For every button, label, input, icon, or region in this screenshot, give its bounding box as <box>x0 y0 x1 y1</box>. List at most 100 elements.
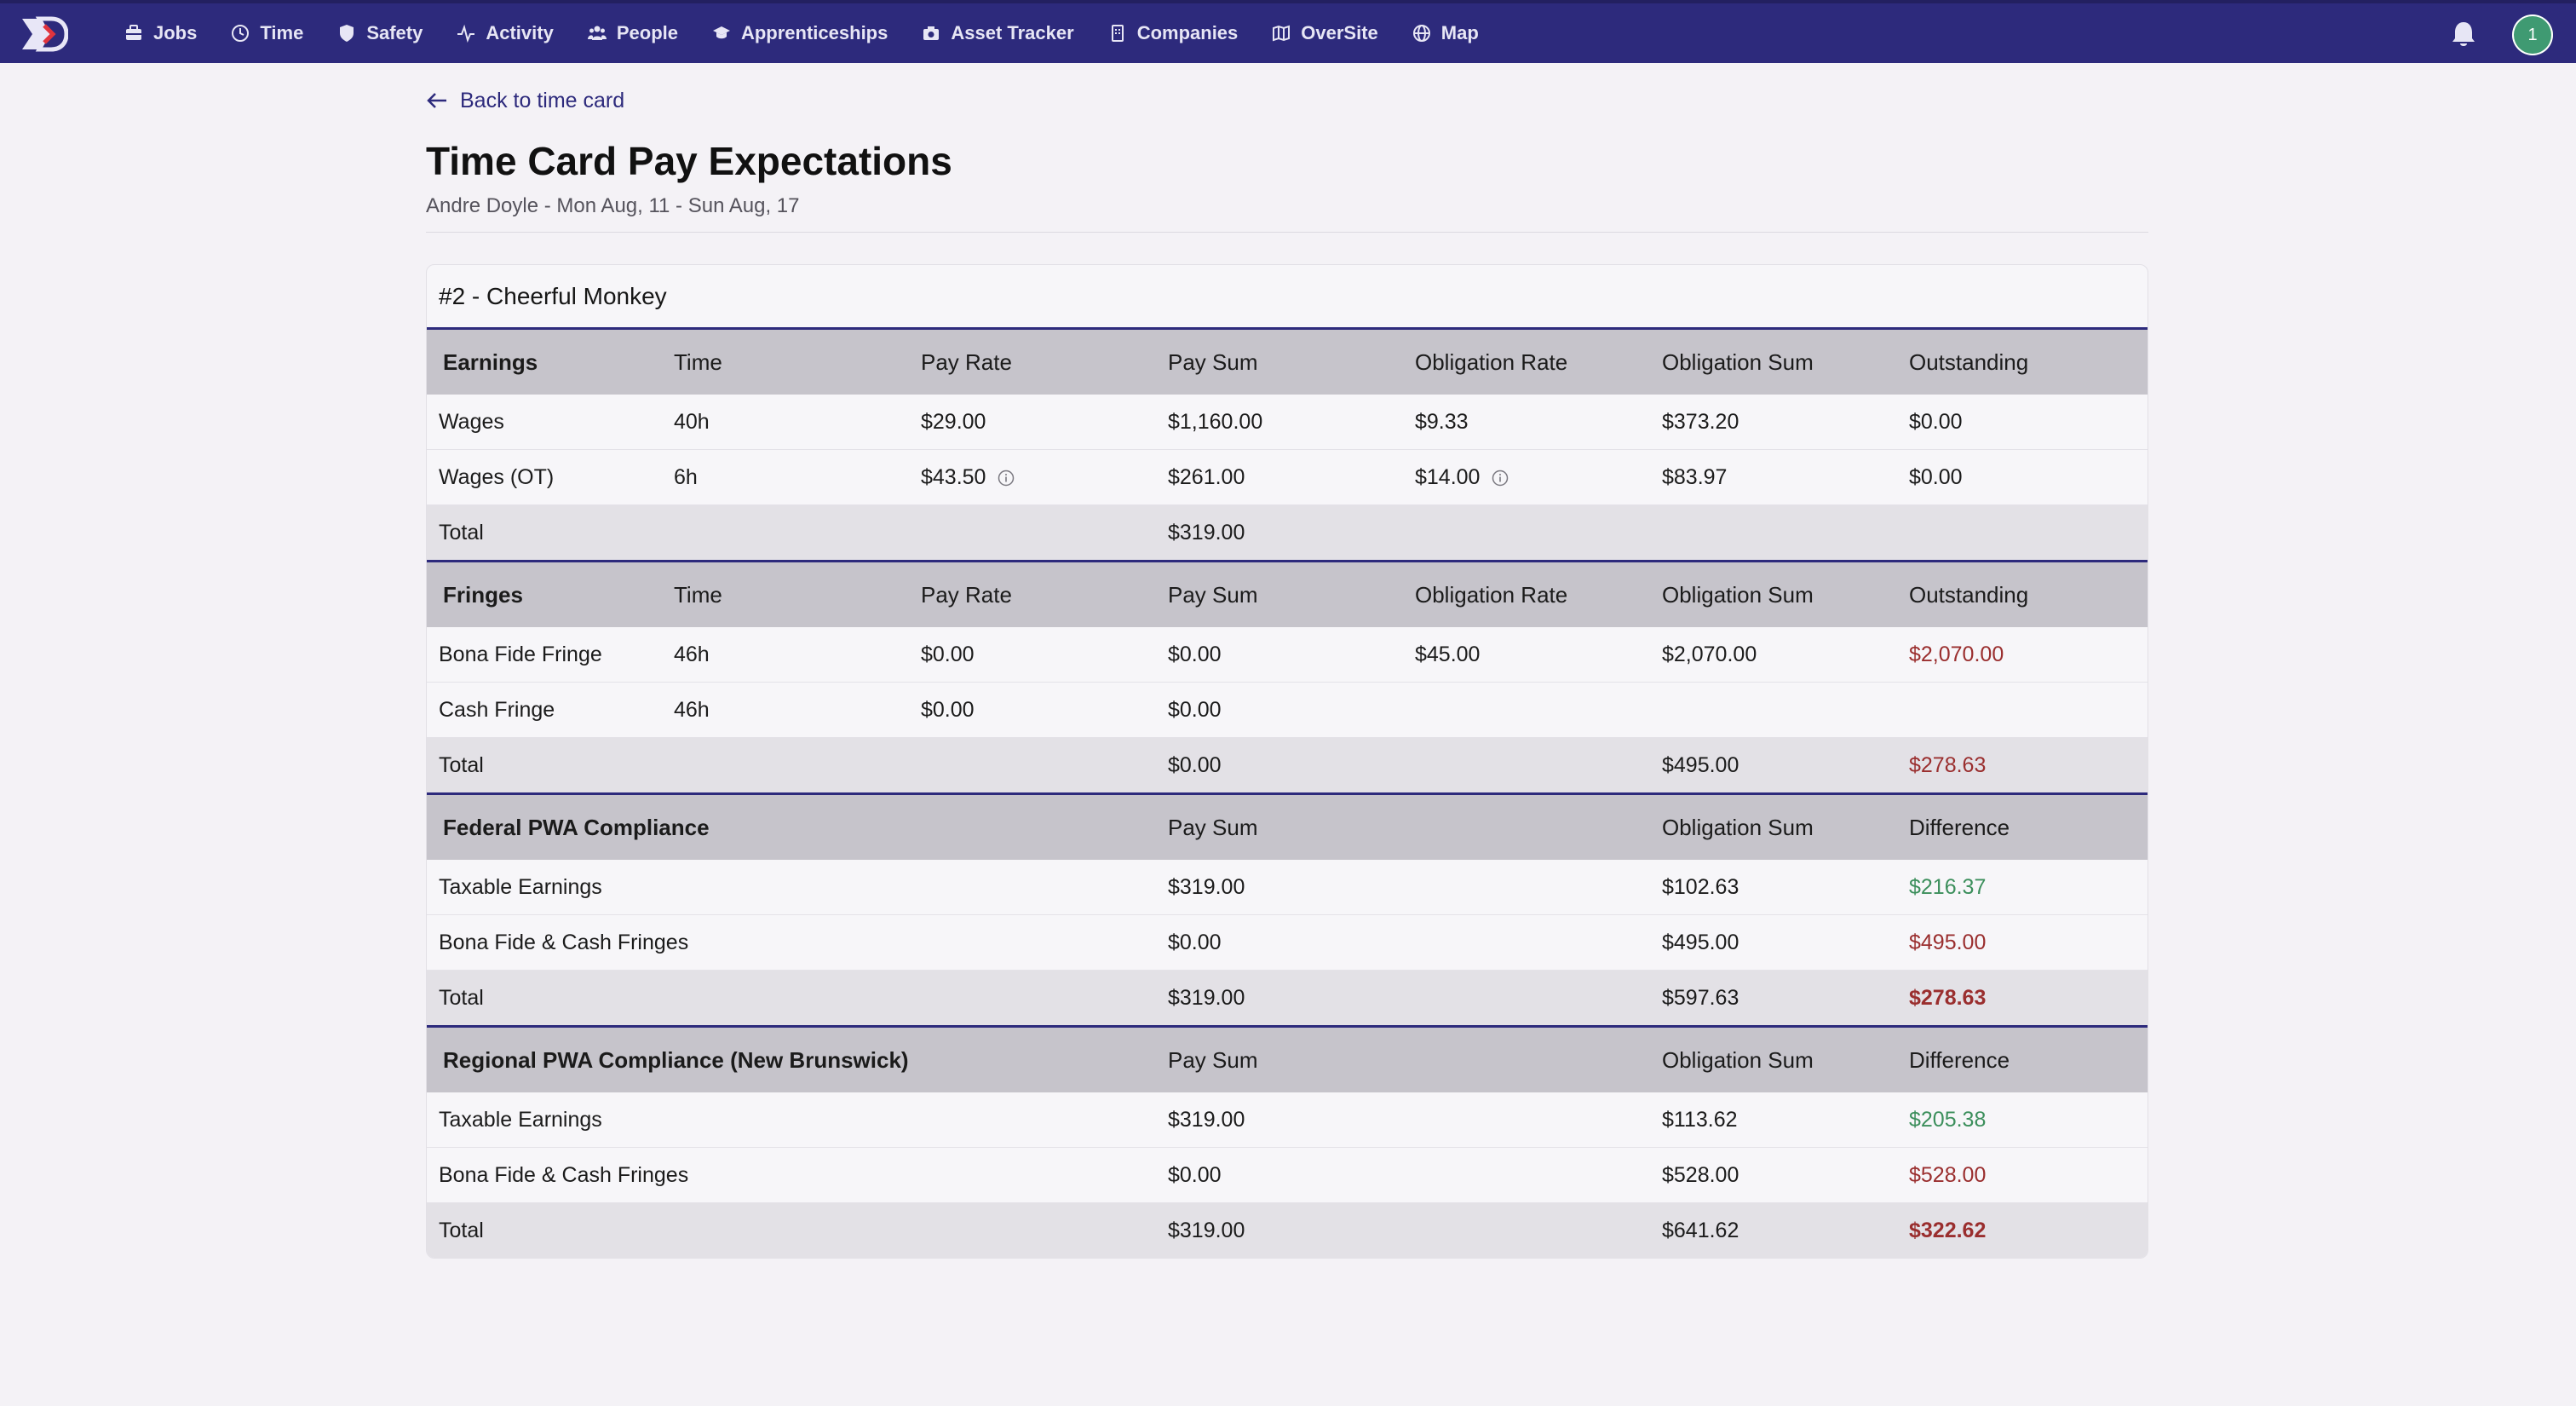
section-title: Fringes <box>427 560 662 627</box>
building-icon <box>1111 25 1124 42</box>
section-title: Federal PWA Compliance <box>427 792 1156 860</box>
table-row: Taxable Earnings $319.00 $102.63 $216.37 <box>427 860 2148 915</box>
cell: $14.00 <box>1403 449 1650 505</box>
top-navigation-bar: Jobs Time Safety Activity People Apprent… <box>0 0 2576 63</box>
total-obligation-sum: $597.63 <box>1650 970 1897 1027</box>
column-header: Outstanding <box>1897 327 2148 395</box>
pay-expectations-card: #2 - Cheerful Monkey Earnings Time Pay R… <box>426 264 2148 1259</box>
total-label: Total <box>427 1202 1156 1258</box>
nav-item-label: Apprenticeships <box>740 22 888 43</box>
nav-item-label: Safety <box>366 22 423 43</box>
people-icon <box>587 26 607 40</box>
earnings-total-row: Total $319.00 <box>427 504 2148 562</box>
cell: $0.00 <box>1156 627 1403 683</box>
info-icon[interactable] <box>1492 470 1509 487</box>
cell: $373.20 <box>1650 395 1897 450</box>
cell: $83.97 <box>1650 449 1897 505</box>
nav-item-label: Time <box>260 22 304 43</box>
column-header: Outstanding <box>1897 560 2148 627</box>
cell: Cash Fringe <box>427 682 662 738</box>
total-obligation-sum: $495.00 <box>1650 737 1897 794</box>
nav-item-asset-tracker[interactable]: Asset Tracker <box>905 3 1090 63</box>
back-to-time-card-link[interactable]: Back to time card <box>426 87 624 114</box>
nav-item-jobs[interactable]: Jobs <box>107 3 214 63</box>
nav-item-label: Jobs <box>153 22 198 43</box>
total-pay-sum: $0.00 <box>1156 737 1403 794</box>
cell <box>1650 682 1897 738</box>
cell: $43.50 <box>909 449 1156 505</box>
column-header: Difference <box>1897 792 2148 860</box>
nav-item-people[interactable]: People <box>571 3 695 63</box>
section-title: Regional PWA Compliance (New Brunswick) <box>427 1025 1156 1092</box>
earnings-header-row: Earnings Time Pay Rate Pay Sum Obligatio… <box>427 327 2148 395</box>
fringes-total-row: Total $0.00 $495.00 $278.63 <box>427 737 2148 794</box>
cell: Taxable Earnings <box>427 1092 1156 1148</box>
table-row: Cash Fringe 46h $0.00 $0.00 <box>427 682 2148 738</box>
table-row: Bona Fide & Cash Fringes $0.00 $495.00 $… <box>427 914 2148 971</box>
nav-item-safety[interactable]: Safety <box>320 3 440 63</box>
nav-item-label: People <box>616 22 678 43</box>
cell: $45.00 <box>1403 627 1650 683</box>
nav-item-activity[interactable]: Activity <box>440 3 570 63</box>
nav-item-time[interactable]: Time <box>214 3 320 63</box>
shield-icon <box>340 25 354 42</box>
column-header: Obligation Sum <box>1650 1025 1897 1092</box>
nav-item-label: Map <box>1440 22 1479 43</box>
cell-value: $14.00 <box>1415 464 1481 489</box>
app-logo-icon[interactable] <box>19 15 68 53</box>
cell: $528.00 <box>1650 1147 1897 1203</box>
nav-item-oversite[interactable]: OverSite <box>1255 3 1395 63</box>
regional-header-row: Regional PWA Compliance (New Brunswick) … <box>427 1025 2148 1092</box>
briefcase-icon <box>126 25 141 40</box>
column-header: Obligation Rate <box>1403 327 1650 395</box>
column-header: Obligation Sum <box>1650 327 1897 395</box>
column-header: Obligation Sum <box>1650 792 1897 860</box>
nav-item-apprenticeships[interactable]: Apprenticeships <box>695 3 905 63</box>
table-row: Bona Fide Fringe 46h $0.00 $0.00 $45.00 … <box>427 627 2148 683</box>
cell: 46h <box>662 682 909 738</box>
cell: Taxable Earnings <box>427 860 1156 915</box>
cell: $0.00 <box>1156 1147 1403 1203</box>
map-fold-icon <box>1273 25 1291 42</box>
cell: $0.00 <box>1897 395 2148 450</box>
cell: Wages <box>427 395 662 450</box>
column-header: Obligation Rate <box>1403 560 1650 627</box>
cell: $0.00 <box>1156 914 1403 971</box>
column-header: Obligation Sum <box>1650 560 1897 627</box>
info-icon[interactable] <box>998 470 1015 487</box>
cell: Bona Fide Fringe <box>427 627 662 683</box>
main-nav: Jobs Time Safety Activity People Apprent… <box>107 3 1496 63</box>
nav-item-companies[interactable]: Companies <box>1091 3 1256 63</box>
globe-icon <box>1412 25 1430 42</box>
nav-item-label: OverSite <box>1301 22 1378 43</box>
table-row: Wages 40h $29.00 $1,160.00 $9.33 $373.20… <box>427 395 2148 450</box>
page-title: Time Card Pay Expectations <box>426 139 952 183</box>
total-difference: $278.63 <box>1897 970 2148 1027</box>
cell <box>1403 682 1650 738</box>
total-outstanding: $278.63 <box>1897 737 2148 794</box>
notification-bell-icon[interactable] <box>2450 20 2477 49</box>
column-header: Difference <box>1897 1025 2148 1092</box>
cell: $2,070.00 <box>1650 627 1897 683</box>
arrow-left-icon <box>427 93 446 108</box>
column-header: Time <box>662 560 909 627</box>
column-header: Pay Sum <box>1156 1025 1403 1092</box>
federal-total-row: Total $319.00 $597.63 $278.63 <box>427 970 2148 1027</box>
total-difference: $322.62 <box>1897 1202 2148 1258</box>
cell: Bona Fide & Cash Fringes <box>427 914 1156 971</box>
pay-expectations-table: Earnings Time Pay Rate Pay Sum Obligatio… <box>427 327 2148 1258</box>
cell: $1,160.00 <box>1156 395 1403 450</box>
total-label: Total <box>427 970 1156 1027</box>
cell-value: $43.50 <box>921 464 986 489</box>
cell: $495.00 <box>1897 914 2148 971</box>
fringes-header-row: Fringes Time Pay Rate Pay Sum Obligation… <box>427 560 2148 627</box>
column-header: Pay Sum <box>1156 560 1403 627</box>
user-avatar[interactable]: 1 <box>2512 14 2553 55</box>
total-label: Total <box>427 504 662 562</box>
column-header: Time <box>662 327 909 395</box>
regional-total-row: Total $319.00 $641.62 $322.62 <box>427 1202 2148 1258</box>
cell: 40h <box>662 395 909 450</box>
card-title: #2 - Cheerful Monkey <box>439 282 667 309</box>
nav-item-map[interactable]: Map <box>1395 3 1496 63</box>
cell: $319.00 <box>1156 1092 1403 1148</box>
